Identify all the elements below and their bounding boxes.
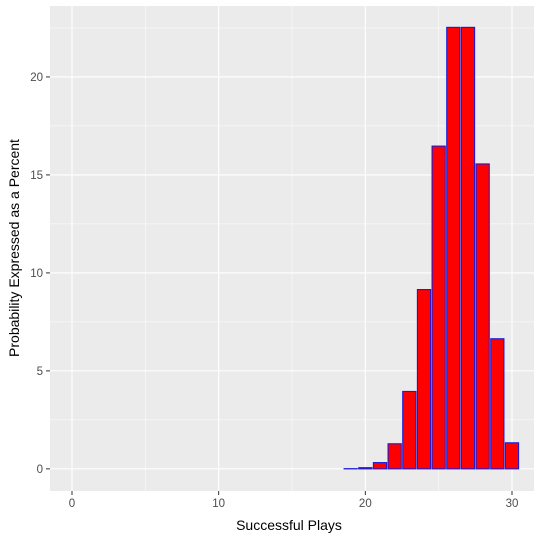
bar-26 xyxy=(446,26,461,470)
bar-22 xyxy=(387,443,402,470)
y-tick-label: 20 xyxy=(30,72,43,84)
bar-27 xyxy=(460,26,476,470)
x-axis: 0 10 20 30 xyxy=(69,491,519,510)
bar-21 xyxy=(372,462,388,470)
bars xyxy=(343,26,520,470)
y-axis-title: Probability Expressed as a Percent xyxy=(6,139,22,357)
bar-20 xyxy=(358,467,373,470)
y-tick-label: 5 xyxy=(37,366,43,378)
bar-25 xyxy=(431,145,446,470)
bar-29 xyxy=(490,338,505,470)
x-tick-label: 20 xyxy=(359,498,372,510)
x-tick-label: 30 xyxy=(506,498,519,510)
bar-23 xyxy=(402,390,417,470)
grid-lines xyxy=(50,6,534,491)
bar-24 xyxy=(416,288,432,470)
y-axis: 0 5 10 15 20 xyxy=(30,72,50,476)
y-tick-label: 15 xyxy=(30,170,43,182)
bar-28 xyxy=(475,163,490,470)
x-axis-title: Successful Plays xyxy=(236,517,342,533)
bar-30 xyxy=(504,442,520,470)
y-tick-label: 0 xyxy=(37,464,43,476)
y-tick-label: 10 xyxy=(30,268,43,280)
x-tick-label: 0 xyxy=(69,498,75,510)
x-tick-label: 10 xyxy=(212,498,225,510)
